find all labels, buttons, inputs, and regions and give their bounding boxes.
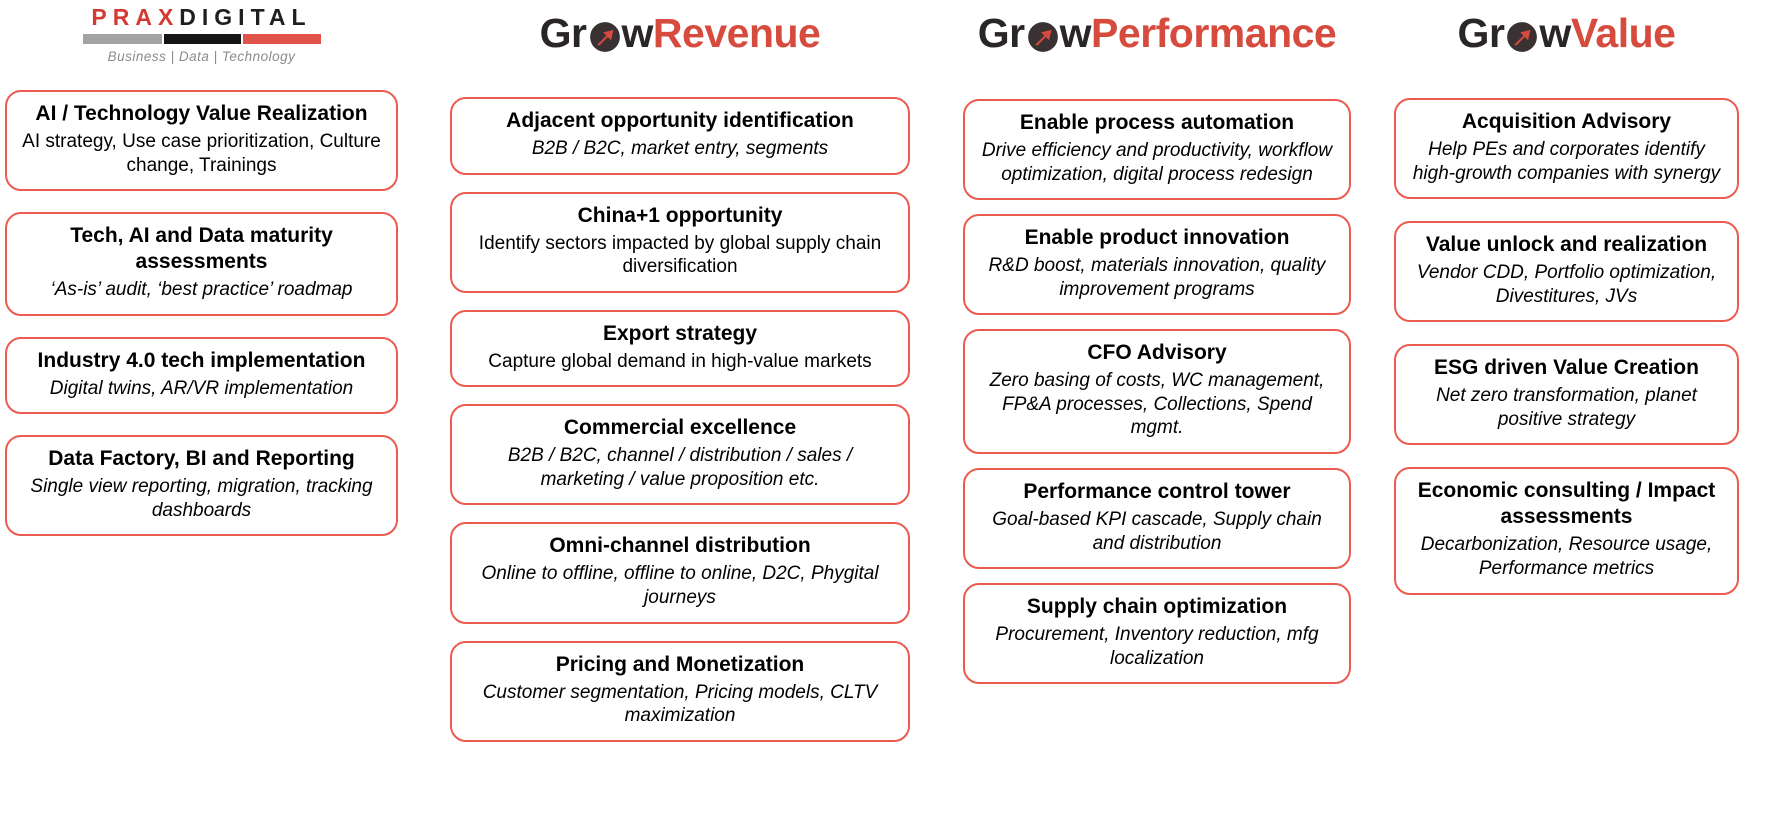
grow-performance-cards: Enable process automation Drive efficienc… <box>963 99 1351 685</box>
card-title: Adjacent opportunity identification <box>506 109 854 132</box>
card-subtitle: Drive efficiency and productivity, workf… <box>981 140 1333 185</box>
praxdigital-bar <box>82 34 321 44</box>
card-subtitle: AI strategy, Use case prioritization, Cu… <box>22 131 381 176</box>
card-title: Enable product innovation <box>1024 226 1290 250</box>
column-grow-performance: Gr w Performance Enable process automation… <box>963 0 1351 830</box>
card-subtitle: B2B / B2C, channel / distribution / sale… <box>507 445 853 490</box>
service-card: CFO Advisory Zero basing of costs, WC man… <box>963 329 1351 454</box>
card-title: Value unlock and realization <box>1425 233 1708 257</box>
grow-performance-logo: Gr w Performance <box>963 10 1351 57</box>
card-subtitle: Zero basing of costs, WC management, FP&… <box>989 370 1325 439</box>
grow-rest: w <box>1539 10 1571 56</box>
grow-prefix: Gr <box>977 10 1025 56</box>
column-praxdigital: PRAXDIGITAL Business | Data | Technology… <box>5 0 398 830</box>
praxdigital-wordmark: PRAXDIGITAL <box>83 4 321 31</box>
card-title: Commercial excellence <box>563 416 797 440</box>
globe-growth-icon <box>589 21 620 52</box>
bar-segment-gray <box>82 34 163 44</box>
card-subtitle: Procurement, Inventory reduction, mfg lo… <box>995 624 1319 669</box>
service-card: Economic consulting / Impact assessments… <box>1394 467 1739 595</box>
service-card: Omni-channel distribution Online to offli… <box>450 522 910 624</box>
card-title: Export strategy <box>602 321 758 345</box>
card-title: Industry 4.0 tech implementation <box>37 348 366 372</box>
card-subtitle: Single view reporting, migration, tracki… <box>30 476 373 521</box>
column-grow-revenue: Gr w Revenue Adjacent opportunity identifi… <box>450 0 910 830</box>
card-title: Omni-channel distribution <box>549 534 811 558</box>
card-title: Pricing and Monetization <box>555 652 805 676</box>
praxdigital-logo: PRAXDIGITAL Business | Data | Technology <box>5 4 398 66</box>
card-subtitle: Vendor CDD, Portfolio optimization, Dive… <box>1416 262 1717 307</box>
card-title: CFO Advisory <box>1087 341 1227 365</box>
service-card: AI / Technology Value Realization AI stra… <box>5 90 398 192</box>
service-card: Data Factory, BI and Reporting Single vie… <box>5 435 398 537</box>
card-subtitle: Identify sectors impacted by global supp… <box>478 232 882 278</box>
service-card: Export strategy Capture global demand in … <box>450 309 910 388</box>
grow-prefix: Gr <box>539 10 587 56</box>
card-title: Acquisition Advisory <box>1461 110 1672 133</box>
service-card: Supply chain optimization Procurement, In… <box>963 583 1351 685</box>
grow-rest: w <box>621 10 654 56</box>
prax-wordmark-red: PRAX <box>91 4 180 30</box>
card-subtitle: R&D boost, materials innovation, quality… <box>988 255 1326 300</box>
service-card: Value unlock and realization Vendor CDD, … <box>1394 221 1739 323</box>
card-title: AI / Technology Value Realization <box>35 102 368 125</box>
bar-segment-red <box>243 34 321 44</box>
service-card: ESG driven Value Creation Net zero transf… <box>1394 344 1739 446</box>
service-card: Enable process automation Drive efficienc… <box>963 99 1351 201</box>
card-subtitle: Online to offline, offline to online, D2… <box>481 563 879 608</box>
service-card: Performance control tower Goal-based KPI … <box>963 467 1351 570</box>
service-card: Tech, AI and Data maturity assessments ‘A… <box>5 212 398 316</box>
service-card: Adjacent opportunity identification B2B /… <box>450 97 910 175</box>
grow-value-cards: Acquisition Advisory Help PEs and corpora… <box>1394 98 1739 595</box>
praxdigital-cards: AI / Technology Value Realization AI stra… <box>5 90 398 537</box>
card-subtitle: Digital twins, AR/VR implementation <box>49 377 354 399</box>
globe-growth-icon <box>1507 21 1538 52</box>
grow-suffix: Value <box>1570 10 1676 56</box>
service-card: Pricing and Monetization Customer segment… <box>450 640 910 742</box>
grow-prefix: Gr <box>1457 10 1505 56</box>
service-card: Industry 4.0 tech implementation Digital … <box>5 336 398 415</box>
globe-growth-icon <box>1027 21 1058 52</box>
card-title: Supply chain optimization <box>1026 595 1288 619</box>
card-subtitle: Decarbonization, Resource usage, Perform… <box>1420 534 1713 579</box>
card-subtitle: ‘As-is’ audit, ‘best practice’ roadmap <box>50 279 353 301</box>
column-grow-value: Gr w Value Acquisition Advisory Help PEs an… <box>1394 0 1739 830</box>
service-card: China+1 opportunity Identify sectors impa… <box>450 191 910 293</box>
card-title: China+1 opportunity <box>577 203 783 227</box>
grow-suffix: Performance <box>1091 10 1337 56</box>
service-card: Acquisition Advisory Help PEs and corpora… <box>1394 98 1739 200</box>
grow-value-logo: Gr w Value <box>1394 10 1739 57</box>
card-subtitle: Net zero transformation, planet positive… <box>1436 385 1697 430</box>
card-title: Enable process automation <box>1019 111 1295 134</box>
praxdigital-tagline: Business | Data | Technology <box>107 49 296 64</box>
service-card: Commercial excellence B2B / B2C, channel … <box>450 404 910 506</box>
prax-wordmark-dark: DIGITAL <box>179 4 312 30</box>
card-subtitle: Goal-based KPI cascade, Supply chain and… <box>992 508 1322 554</box>
service-card: Enable product innovation R&D boost, mate… <box>963 214 1351 316</box>
bar-segment-black <box>164 34 242 44</box>
grow-suffix: Revenue <box>652 10 821 56</box>
grow-performance-wordmark: Gr w Performance <box>977 10 1337 57</box>
praxdigital-logo-block: PRAXDIGITAL Business | Data | Technology <box>82 4 321 64</box>
grow-revenue-wordmark: Gr w Revenue <box>540 10 821 57</box>
grow-revenue-logo: Gr w Revenue <box>450 10 910 57</box>
card-subtitle: Customer segmentation, Pricing models, C… <box>482 681 878 727</box>
card-title: Data Factory, BI and Reporting <box>48 447 355 471</box>
card-subtitle: Capture global demand in high-value mark… <box>488 350 872 372</box>
card-title: Tech, AI and Data maturity assessments <box>70 224 333 274</box>
card-title: Economic consulting / Impact assessments <box>1417 479 1716 529</box>
grow-value-wordmark: Gr w Value <box>1458 10 1676 57</box>
card-title: ESG driven Value Creation <box>1434 356 1699 380</box>
card-subtitle: B2B / B2C, market entry, segments <box>531 138 829 160</box>
grow-rest: w <box>1059 10 1092 56</box>
card-subtitle: Help PEs and corporates identify high-gr… <box>1412 139 1721 184</box>
card-title: Performance control tower <box>1023 479 1291 503</box>
grow-revenue-cards: Adjacent opportunity identification B2B /… <box>450 97 910 742</box>
